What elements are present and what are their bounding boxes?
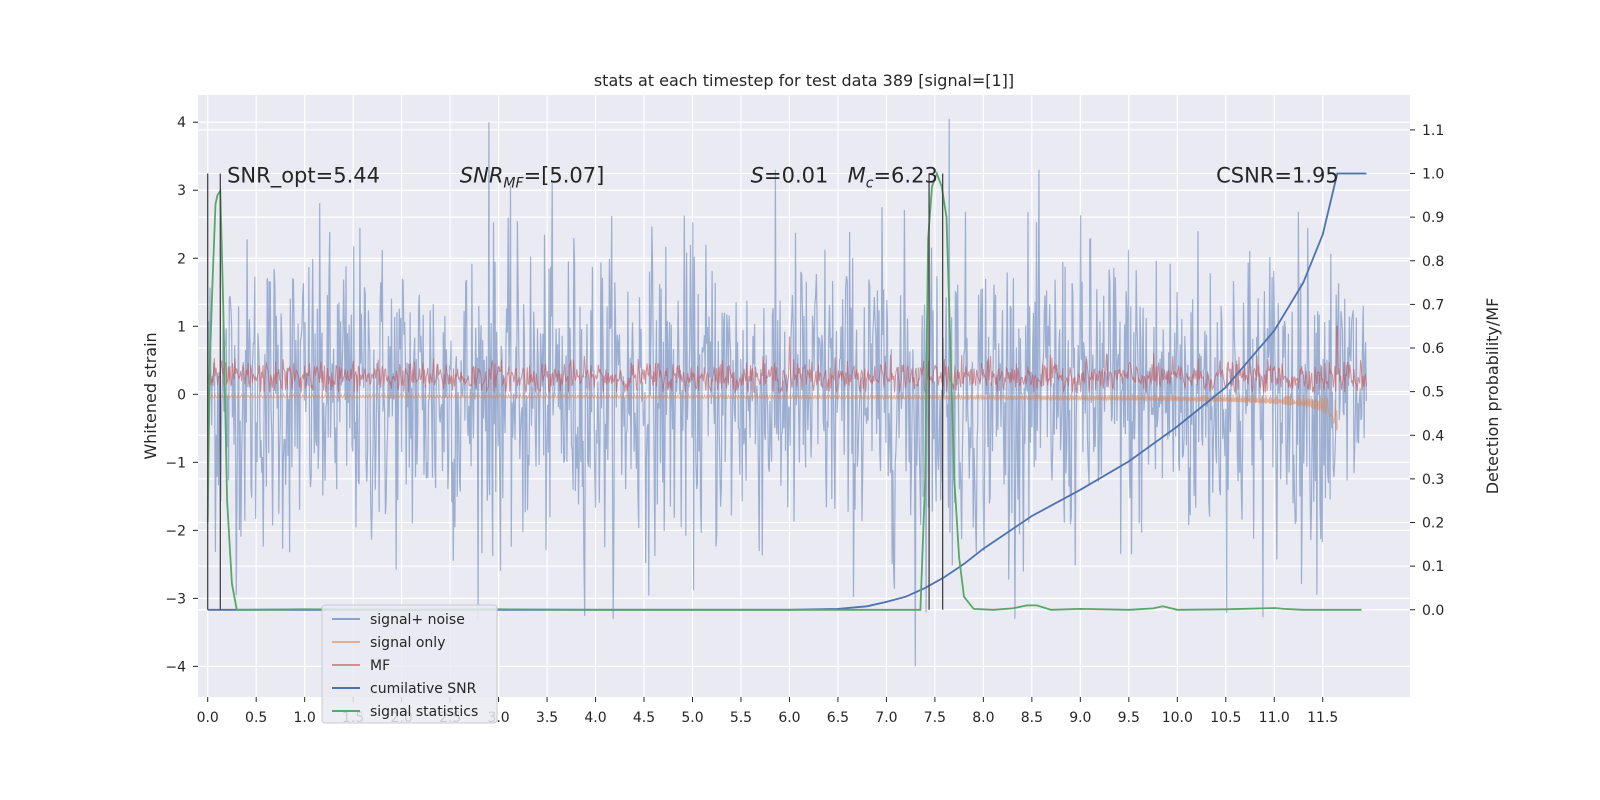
legend-label: signal only xyxy=(370,635,445,651)
legend: signal+ noise signal only MF cumilative SNR… xyxy=(321,604,498,724)
x-tick-label: 9.5 xyxy=(1118,710,1140,726)
legend-label: signal statistics xyxy=(370,704,478,720)
x-tick-label: 5.5 xyxy=(730,710,752,726)
x-tick-label: 3.5 xyxy=(536,710,558,726)
x-tick-label: 4.5 xyxy=(633,710,655,726)
y-right-tick-label: 0.9 xyxy=(1422,210,1444,226)
x-tick-label: 4.0 xyxy=(584,710,606,726)
annotation-text: SNR_opt=5.44 xyxy=(227,164,380,189)
x-tick-label: 7.5 xyxy=(924,710,946,726)
legend-label: signal+ noise xyxy=(370,612,465,628)
x-tick-label: 1.0 xyxy=(294,710,316,726)
x-tick-label: 6.5 xyxy=(827,710,849,726)
y-axis-ticks: −4 −3 −2 −1 0 1 2 3 4 xyxy=(165,115,198,675)
y-right-tick-label: 0.3 xyxy=(1422,472,1444,488)
x-tick-label: 10.5 xyxy=(1210,710,1241,726)
legend-label: MF xyxy=(370,658,390,674)
x-tick-label: 11.0 xyxy=(1259,710,1290,726)
y-tick-label: 1 xyxy=(177,319,186,335)
y-right-tick-label: 0.8 xyxy=(1422,254,1444,270)
legend-box xyxy=(321,604,498,724)
x-tick-label: 0.5 xyxy=(245,710,267,726)
series-signal-noise xyxy=(207,118,1367,667)
y-right-tick-label: 0.4 xyxy=(1422,428,1444,444)
x-tick-label: 10.0 xyxy=(1162,710,1193,726)
y-right-tick-label: 0.7 xyxy=(1422,297,1444,313)
y-right-tick-label: 0.1 xyxy=(1422,559,1444,575)
annotations: SNR_opt=5.44 SNRMF=[5.07] S=0.01 Mc=6.23 CSN… xyxy=(227,164,1339,192)
grid xyxy=(198,95,1410,697)
x-tick-label: 8.0 xyxy=(972,710,994,726)
x-tick-label: 8.5 xyxy=(1021,710,1043,726)
y-right-tick-label: 0.6 xyxy=(1422,341,1444,357)
y-tick-label: −2 xyxy=(165,523,186,539)
series-signal-only xyxy=(207,392,1338,431)
x-tick-label: 6.0 xyxy=(778,710,800,726)
y-right-tick-label: 0.5 xyxy=(1422,385,1444,401)
vertical-markers xyxy=(207,173,944,610)
y-right-tick-label: 1.0 xyxy=(1422,167,1444,183)
annotation-text: CSNR=1.95 xyxy=(1216,164,1339,188)
annotation-text: SNRMF=[5.07] xyxy=(460,164,605,192)
y-right-tick-label: 0.2 xyxy=(1422,516,1444,532)
y-tick-label: 2 xyxy=(177,251,186,267)
series-signal-statistics xyxy=(206,170,1362,611)
y-tick-label: 4 xyxy=(177,115,186,131)
y-tick-label: 0 xyxy=(177,387,186,403)
y-tick-label: 3 xyxy=(177,183,186,199)
y-right-tick-label: 0.0 xyxy=(1422,603,1444,619)
series-cumulative-snr xyxy=(207,172,1367,611)
annotation-text: Mc=6.23 xyxy=(848,164,938,192)
series-layer xyxy=(206,118,1367,667)
y-tick-label: −4 xyxy=(165,659,186,675)
y-right-axis-ticks: 0.0 0.1 0.2 0.3 0.4 0.5 0.6 0.7 0.8 0.9 1.0 1.1 xyxy=(1410,123,1444,619)
y-right-tick-label: 1.1 xyxy=(1422,123,1444,139)
x-tick-label: 0.0 xyxy=(197,710,219,726)
y-tick-label: −3 xyxy=(165,591,186,607)
x-tick-label: 7.0 xyxy=(875,710,897,726)
legend-label: cumilative SNR xyxy=(370,681,477,697)
y-axis-label: Whitened strain xyxy=(141,332,160,459)
x-tick-label: 5.0 xyxy=(681,710,703,726)
y-right-axis-label: Detection probability/MF xyxy=(1483,298,1502,495)
annotation-text: S=0.01 xyxy=(751,164,829,188)
series-mf xyxy=(207,325,1367,394)
y-tick-label: −1 xyxy=(165,455,186,471)
x-tick-label: 9.0 xyxy=(1069,710,1091,726)
chart-title: stats at each timestep for test data 389… xyxy=(594,71,1014,90)
x-tick-label: 11.5 xyxy=(1307,710,1338,726)
